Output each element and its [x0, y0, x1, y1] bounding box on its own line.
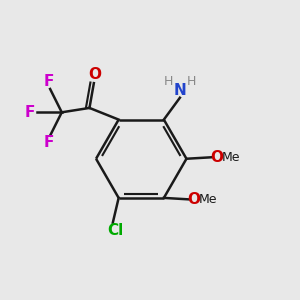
Text: F: F	[44, 74, 54, 89]
Text: Me: Me	[222, 151, 240, 164]
Text: H: H	[187, 75, 196, 88]
Text: F: F	[25, 105, 35, 120]
Text: Cl: Cl	[107, 224, 123, 238]
Text: Me: Me	[199, 193, 218, 206]
Text: F: F	[44, 135, 54, 150]
Text: O: O	[188, 192, 200, 207]
Text: N: N	[173, 83, 186, 98]
Text: O: O	[88, 68, 101, 82]
Text: O: O	[210, 150, 223, 165]
Text: H: H	[164, 75, 173, 88]
